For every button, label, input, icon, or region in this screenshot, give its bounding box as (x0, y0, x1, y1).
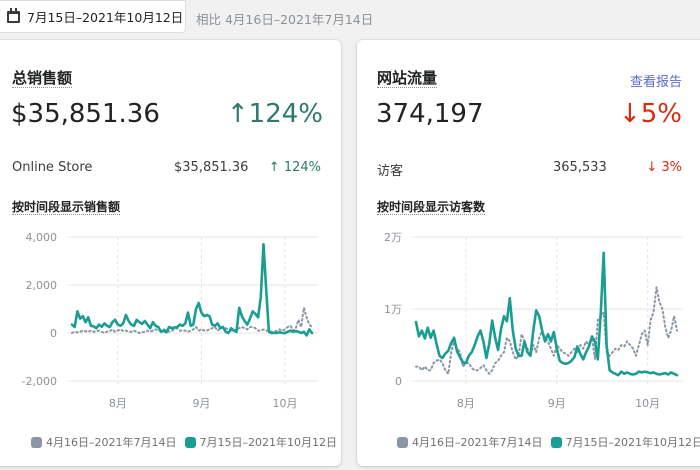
current-period-line (414, 251, 679, 377)
site-traffic-value: 374,197 (376, 99, 484, 129)
visitors-chart-title[interactable]: 按时间段显示访客数 (377, 200, 486, 215)
legend-label-current: 7月15日–2021年10月12日 (199, 436, 337, 449)
y-tick-label: 1万 (384, 303, 402, 316)
legend-item-current[interactable]: 7月15日–2021年10月12日 (550, 434, 700, 450)
site-traffic-card: 网站流量 查看报告 374,197 ↓5% 访客 365,533 ↓ 3% 按时… (357, 40, 700, 466)
visitors-chart-legend: 4月16日–2021年7月14日 7月15日–2021年10月12日 (397, 434, 700, 450)
date-range-picker[interactable]: 7月15日–2021年10月12日 (0, 0, 186, 33)
date-range-label: 7月15日–2021年10月12日 (27, 10, 184, 25)
y-tick-label: 2,000 (26, 279, 58, 292)
legend-label-previous: 4月16日–2021年7月14日 (46, 436, 177, 449)
y-tick-label: 0 (50, 327, 57, 340)
legend-label-current: 7月15日–2021年10月12日 (565, 436, 700, 449)
total-sales-change: ↑124% (226, 99, 323, 129)
breakdown-value: $35,851.36 (174, 160, 249, 175)
x-tick-label: 9月 (192, 397, 210, 410)
view-report-link[interactable]: 查看报告 (629, 75, 682, 90)
x-tick-label: 10月 (635, 397, 660, 410)
legend-swatch-current (550, 436, 562, 448)
site-traffic-title[interactable]: 网站流量 (377, 69, 438, 88)
x-tick-label: 8月 (457, 397, 475, 410)
site-traffic-change: ↓5% (618, 99, 682, 129)
legend-swatch-previous (31, 436, 42, 448)
legend-item-previous[interactable]: 4月16日–2021年7月14日 (31, 434, 177, 450)
legend-item-previous[interactable]: 4月16日–2021年7月14日 (397, 434, 543, 450)
sales-chart-legend: 4月16日–2021年7月14日 7月15日–2021年10月12日 (31, 434, 345, 450)
visitors-label: 访客 (377, 164, 404, 179)
x-tick-label: 10月 (273, 397, 298, 410)
legend-item-current[interactable]: 7月15日–2021年10月12日 (184, 434, 337, 450)
legend-label-previous: 4月16日–2021年7月14日 (412, 436, 543, 449)
legend-swatch-previous (397, 436, 408, 448)
previous-period-line (415, 286, 678, 375)
calendar-icon (7, 7, 20, 23)
sales-chart-title[interactable]: 按时间段显示销售额 (12, 200, 121, 215)
breakdown-change: ↑ 124% (268, 160, 321, 175)
breakdown-label: Online Store (12, 160, 93, 175)
y-tick-label: 2万 (384, 231, 402, 244)
legend-swatch-current (184, 436, 196, 448)
total-sales-card: 总销售额 $35,851.36 ↑124% Online Store $35,8… (0, 40, 341, 466)
top-bar: 7月15日–2021年10月12日 相比 4月16日–2021年7月14日 (0, 0, 700, 36)
total-sales-value: $35,851.36 (11, 99, 160, 129)
compare-range-label: 相比 4月16日–2021年7月14日 (196, 12, 374, 27)
current-period-line (70, 242, 314, 337)
y-tick-label: 4,000 (26, 231, 58, 244)
total-sales-title[interactable]: 总销售额 (12, 69, 73, 88)
y-tick-label: 0 (395, 375, 402, 388)
x-tick-label: 9月 (548, 397, 566, 410)
x-tick-label: 8月 (109, 397, 127, 410)
visitors-change: ↓ 3% (646, 160, 682, 175)
y-tick-label: -2,000 (22, 375, 57, 388)
visitors-value: 365,533 (553, 160, 607, 175)
